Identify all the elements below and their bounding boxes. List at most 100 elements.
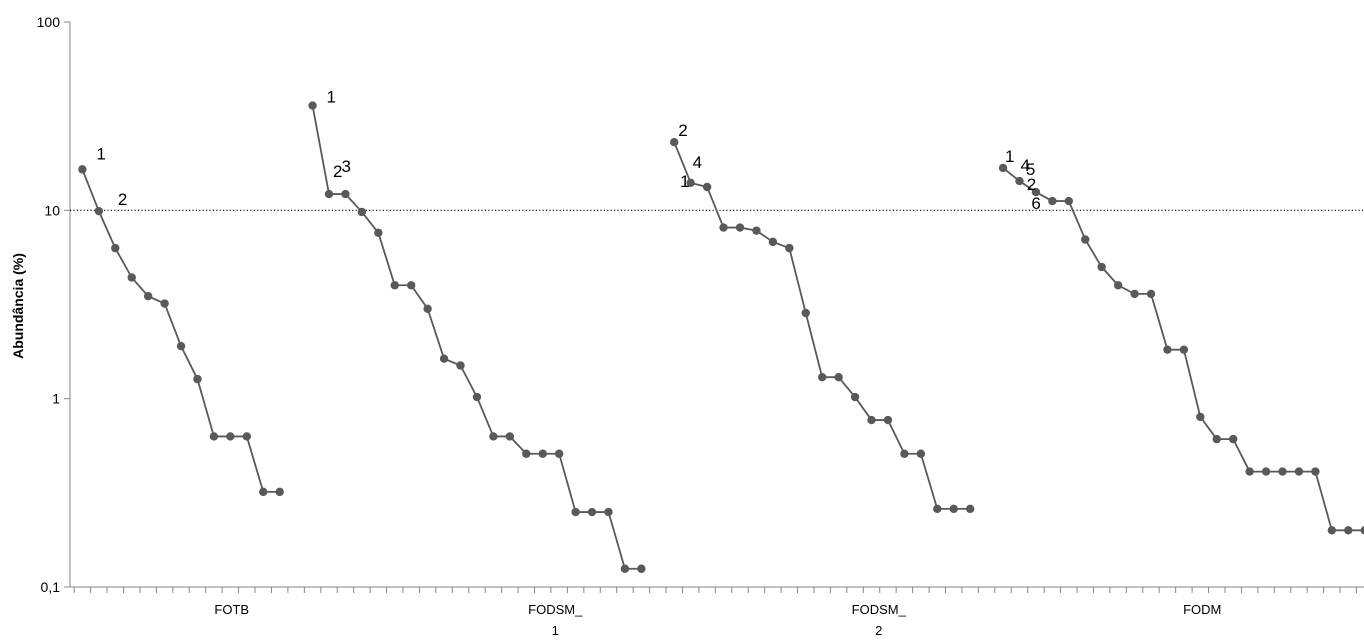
data-point: [900, 449, 909, 458]
data-point: [176, 341, 186, 351]
data-point: [1097, 262, 1106, 272]
x-category-label: FOTB: [214, 602, 249, 617]
data-point-label: 2: [678, 121, 687, 140]
data-point: [620, 564, 630, 573]
data-point: [423, 304, 432, 314]
series-group: [78, 101, 1364, 573]
data-point: [735, 223, 745, 232]
data-point: [587, 507, 597, 517]
x-category-label: FODM: [1183, 602, 1221, 617]
data-point: [752, 226, 761, 235]
data-point: [686, 178, 695, 188]
data-point: [1179, 345, 1189, 354]
data-point-label: 1: [680, 172, 689, 191]
data-point: [949, 504, 958, 514]
data-point: [308, 101, 317, 110]
data-point: [357, 207, 367, 217]
x-category-label: 2: [875, 623, 882, 638]
data-point: [193, 374, 202, 384]
data-point-label: 4: [1020, 156, 1029, 175]
data-point: [554, 449, 564, 458]
data-point: [472, 392, 482, 402]
y-axis-title: Abundância (%): [10, 253, 26, 359]
data-point: [226, 432, 235, 441]
data-point: [1245, 467, 1254, 476]
series-line: [311, 105, 642, 570]
data-point: [522, 449, 531, 458]
data-point: [850, 392, 860, 402]
data-point: [1344, 526, 1353, 535]
x-category-label: FODSM_: [528, 602, 583, 617]
data-point: [407, 281, 416, 290]
data-point: [670, 138, 679, 147]
data-point: [143, 292, 153, 301]
data-point: [1146, 289, 1156, 299]
data-point: [1327, 526, 1337, 535]
data-point: [702, 182, 712, 192]
data-point: [1294, 467, 1304, 476]
data-point: [933, 504, 942, 514]
data-point-label: 1: [96, 144, 105, 163]
x-axis: FOTB FODSM_ 1 FODSM_ 2 FODM: [70, 586, 1364, 638]
data-point: [818, 373, 827, 382]
data-point: [1130, 289, 1139, 299]
data-point-label: 6: [1031, 194, 1040, 213]
data-point: [1229, 434, 1238, 444]
data-point: [1064, 196, 1074, 206]
data-point: [1278, 467, 1287, 476]
y-tick-label: 100: [37, 14, 61, 30]
data-point: [275, 487, 284, 497]
data-point: [160, 299, 169, 308]
y-tick-label: 1: [52, 391, 60, 407]
data-point-label: 5: [1026, 160, 1035, 179]
data-point: [439, 354, 449, 363]
data-point-label: 1: [1005, 147, 1014, 166]
x-category-label: FODSM_: [852, 602, 907, 617]
data-point: [324, 189, 334, 199]
data-point: [916, 449, 926, 458]
data-point: [456, 361, 465, 370]
data-point: [1015, 176, 1024, 186]
y-tick-label: 0,1: [41, 579, 61, 595]
data-point: [94, 206, 104, 216]
data-point: [1113, 281, 1123, 290]
y-tick-label: 10: [44, 202, 60, 218]
data-point: [127, 273, 136, 282]
data-point: [505, 432, 515, 441]
data-point: [489, 432, 498, 441]
data-point-label: 3: [341, 157, 350, 176]
data-point: [111, 243, 120, 253]
data-point: [1196, 412, 1205, 422]
data-point: [801, 308, 810, 318]
data-point: [341, 189, 350, 199]
data-point: [785, 243, 794, 253]
data-point: [571, 507, 580, 517]
data-point: [719, 223, 728, 232]
data-point: [538, 449, 547, 458]
data-point: [965, 504, 975, 514]
data-point: [209, 432, 219, 441]
data-point: [242, 432, 251, 441]
series-line: [673, 141, 971, 510]
data-point-label: 2: [1027, 175, 1036, 194]
data-point: [78, 165, 87, 174]
data-point: [883, 415, 893, 425]
y-axis: 0,1 1 10 100: [37, 14, 71, 595]
data-point-label: 2: [333, 162, 342, 181]
data-point: [1261, 467, 1271, 476]
data-point-label: 4: [693, 153, 702, 172]
data-point: [604, 507, 613, 517]
data-point-label: 1: [327, 88, 336, 107]
data-point: [1311, 467, 1320, 476]
series-line: [81, 169, 280, 493]
data-point: [768, 237, 778, 247]
data-point: [1031, 187, 1041, 197]
data-point: [374, 228, 383, 237]
data-point: [867, 415, 876, 425]
data-point: [1212, 434, 1221, 444]
data-point: [637, 564, 646, 573]
data-point: [1081, 235, 1090, 244]
data-point: [259, 487, 268, 497]
